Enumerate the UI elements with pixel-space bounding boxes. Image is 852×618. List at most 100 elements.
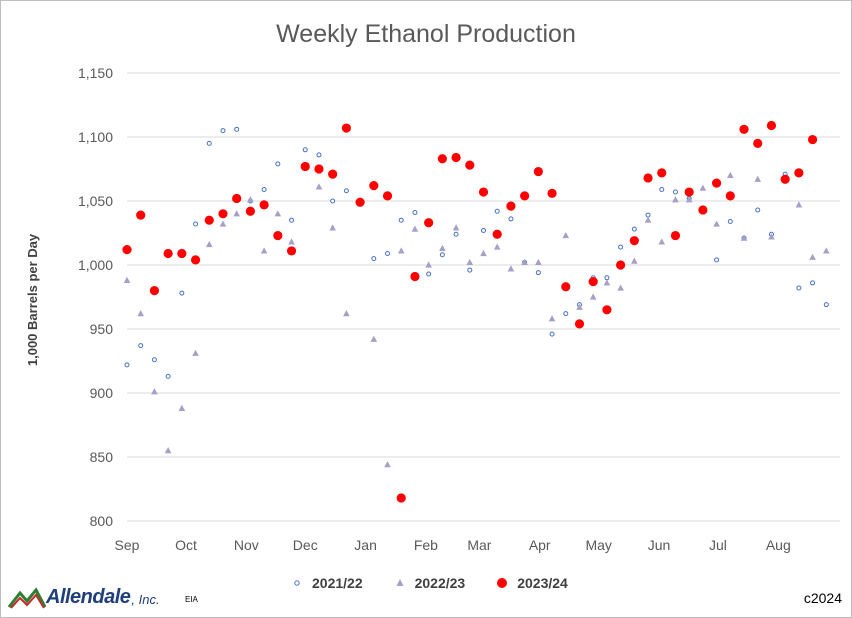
data-point xyxy=(535,270,541,276)
data-point xyxy=(437,154,447,164)
data-point xyxy=(260,247,268,254)
y-tick-label: 1,000 xyxy=(78,257,113,273)
data-point xyxy=(439,252,445,258)
data-point xyxy=(658,238,666,245)
data-point xyxy=(232,193,242,204)
data-point xyxy=(481,227,486,233)
data-point xyxy=(507,265,515,272)
data-point xyxy=(714,257,720,263)
data-point xyxy=(492,229,502,239)
data-point xyxy=(588,277,598,287)
data-point xyxy=(220,128,226,134)
legend-item-2022-23: 2022/23 xyxy=(393,575,466,591)
x-tick-label: Dec xyxy=(293,537,318,553)
legend-label: 2021/22 xyxy=(312,575,363,591)
data-point xyxy=(672,189,678,195)
data-point xyxy=(547,188,557,198)
series-2022-23 xyxy=(123,164,830,468)
data-point xyxy=(618,244,624,250)
x-tick-label: Oct xyxy=(175,537,197,553)
y-tick-label: 1,150 xyxy=(78,65,113,81)
data-point xyxy=(465,160,475,170)
data-point xyxy=(480,249,487,257)
legend-item-2023-24: 2023/24 xyxy=(495,575,568,591)
data-point xyxy=(300,161,310,172)
data-point xyxy=(713,220,720,227)
data-point xyxy=(521,258,528,266)
filled-circle-marker-icon xyxy=(497,578,508,588)
x-tick-label: Apr xyxy=(529,537,551,553)
data-point xyxy=(137,310,145,317)
legend: 2021/22 2022/23 2023/24 xyxy=(290,575,568,591)
data-point xyxy=(219,220,227,227)
data-point xyxy=(659,186,665,192)
data-point xyxy=(163,248,173,259)
data-point xyxy=(410,271,420,282)
data-point xyxy=(755,207,761,213)
data-point xyxy=(645,212,651,218)
data-point xyxy=(234,126,240,132)
data-point xyxy=(245,206,256,216)
data-point xyxy=(426,271,432,277)
y-tick-label: 850 xyxy=(90,449,114,465)
data-point xyxy=(644,216,652,223)
data-point xyxy=(766,120,777,131)
data-point xyxy=(699,184,707,191)
data-point xyxy=(218,209,228,219)
data-point xyxy=(616,260,626,270)
series-2021-22 xyxy=(124,126,829,379)
data-point xyxy=(343,310,350,317)
data-point xyxy=(384,461,391,468)
logo-suffix: , Inc. xyxy=(131,592,160,607)
chart-title: Weekly Ethanol Production xyxy=(276,20,576,48)
data-point xyxy=(754,175,762,182)
data-point xyxy=(273,230,283,241)
data-point xyxy=(412,210,418,216)
data-point xyxy=(369,181,379,191)
data-point xyxy=(425,261,432,268)
data-point xyxy=(629,236,639,246)
data-point xyxy=(177,248,187,259)
data-point xyxy=(330,198,336,204)
data-point xyxy=(328,169,338,179)
logo-text: Allendale xyxy=(46,586,131,608)
data-point xyxy=(562,231,570,239)
data-point xyxy=(466,258,474,266)
data-point xyxy=(316,152,322,158)
data-point xyxy=(341,123,351,133)
x-tick-label: Nov xyxy=(234,537,259,553)
data-point xyxy=(810,280,816,286)
data-point xyxy=(603,279,611,286)
data-point xyxy=(453,231,459,237)
x-tick-label: May xyxy=(585,537,611,553)
data-point xyxy=(604,275,610,281)
y-tick-label: 1,050 xyxy=(78,193,113,209)
data-point xyxy=(574,319,585,329)
data-point xyxy=(355,197,365,207)
data-point xyxy=(136,210,146,220)
data-point xyxy=(190,255,201,265)
x-tick-label: Feb xyxy=(414,537,438,553)
y-tick-label: 1,100 xyxy=(78,129,113,145)
data-point xyxy=(506,201,516,211)
data-point xyxy=(467,267,473,273)
data-point xyxy=(451,152,461,163)
data-point xyxy=(684,187,694,197)
data-point xyxy=(151,388,158,395)
data-point xyxy=(561,282,571,292)
y-tick-label: 900 xyxy=(90,385,114,401)
axis-layer: 800 850 900 950 1,000 1,050 1,100 1,150 Sep Oct No… xyxy=(78,65,791,553)
legend-label: 2022/23 xyxy=(414,575,466,591)
data-point xyxy=(563,311,569,317)
data-point xyxy=(149,286,160,296)
series-2023-24 xyxy=(122,120,818,503)
data-point xyxy=(672,196,679,203)
data-point xyxy=(123,276,131,283)
points-layer xyxy=(122,120,830,503)
data-point xyxy=(259,200,269,210)
data-point xyxy=(179,290,185,296)
data-point xyxy=(302,147,308,153)
data-point xyxy=(549,331,555,337)
